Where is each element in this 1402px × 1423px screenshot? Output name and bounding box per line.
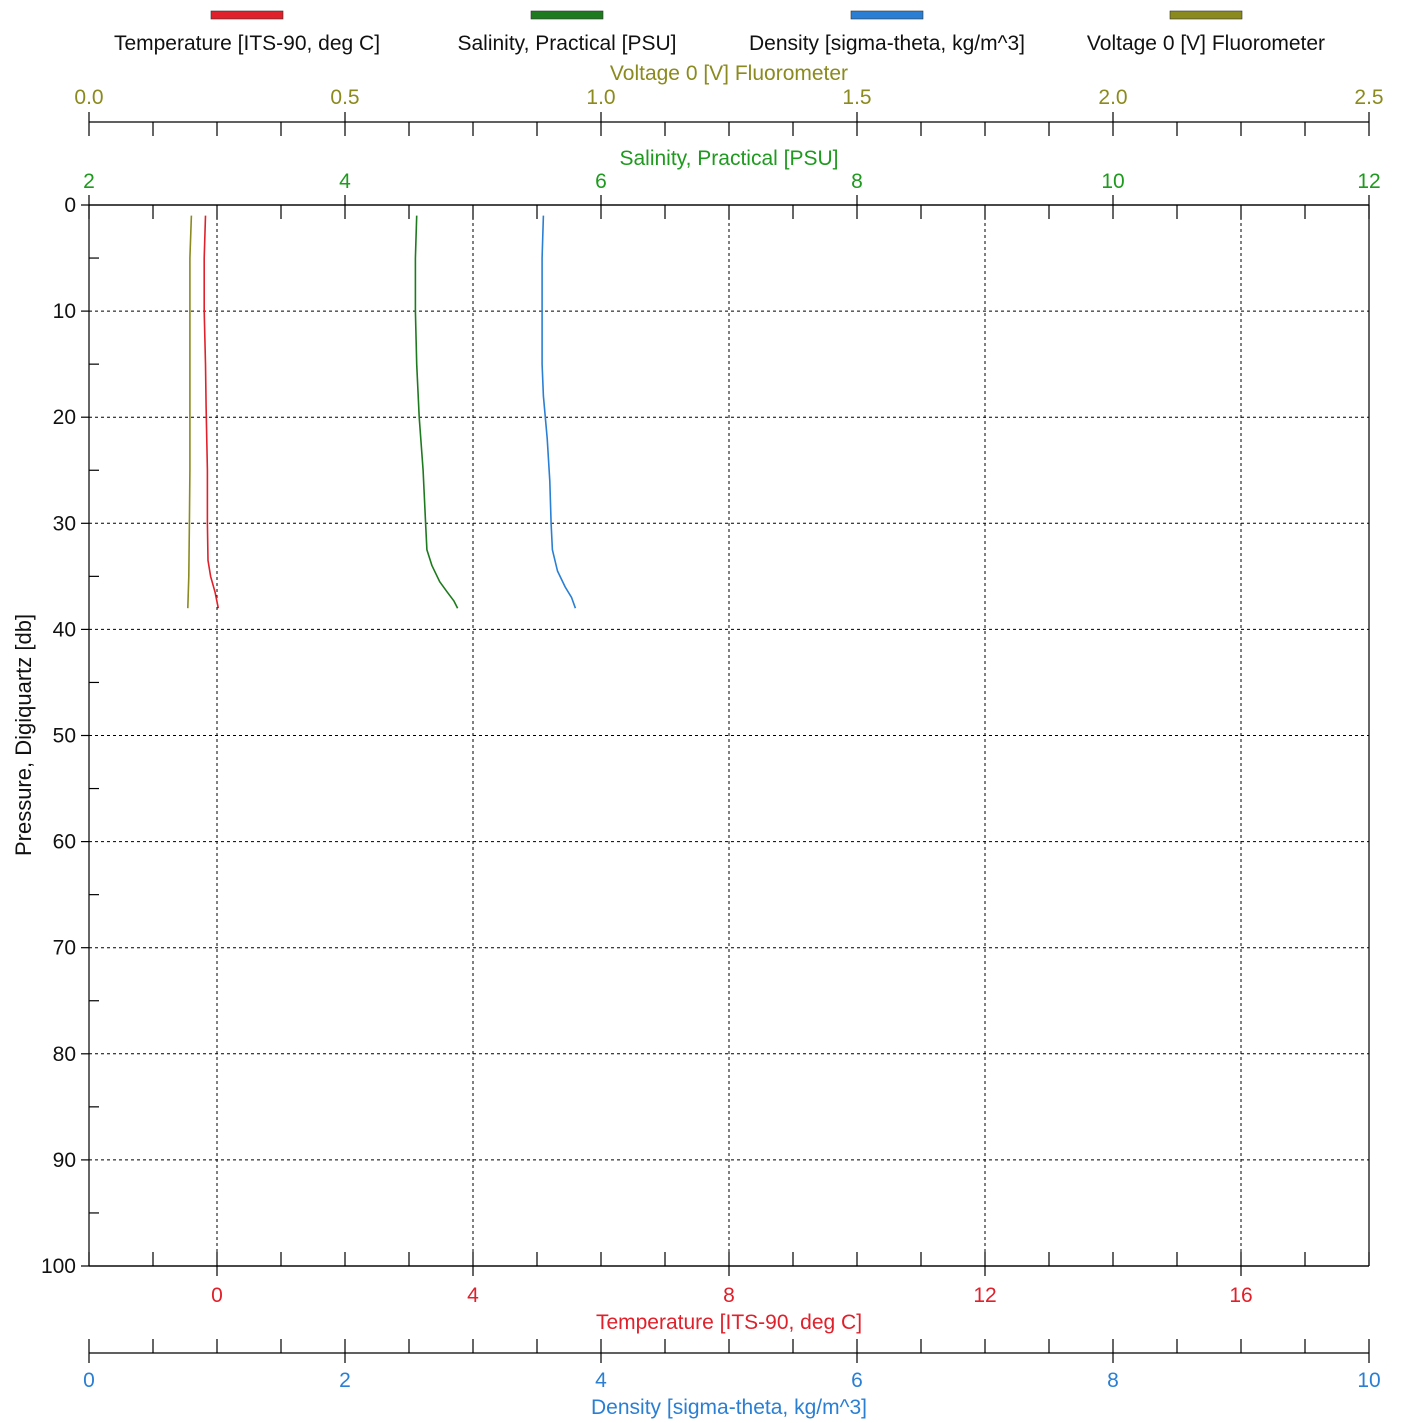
y-tick-label: 10	[53, 300, 76, 323]
y-tick-label: 100	[41, 1255, 76, 1278]
x-tick-label-fluor: 2.0	[1098, 86, 1127, 109]
series-line-fluor	[188, 216, 192, 609]
y-tick-label: 50	[53, 725, 76, 748]
series-line-sal	[415, 216, 457, 609]
x-tick-label-temp: 16	[1229, 1284, 1252, 1307]
legend-label: Density [sigma-theta, kg/m^3]	[749, 32, 1025, 55]
x-tick-label-dens: 6	[851, 1369, 863, 1392]
x-tick-label-dens: 8	[1107, 1369, 1119, 1392]
x-tick-label-sal: 10	[1101, 170, 1124, 193]
legend-swatch	[531, 11, 603, 19]
y-axis-label: Pressure, Digiquartz [db]	[11, 614, 36, 856]
x-tick-label-dens: 0	[83, 1369, 95, 1392]
legend-label: Voltage 0 [V] Fluorometer	[1087, 32, 1325, 55]
x-tick-label-fluor: 1.5	[842, 86, 871, 109]
legend-label: Temperature [ITS-90, deg C]	[114, 32, 380, 55]
x-tick-label-temp: 4	[467, 1284, 479, 1307]
y-tick-label: 80	[53, 1043, 76, 1066]
legend-swatch	[1170, 11, 1242, 19]
y-tick-label: 90	[53, 1149, 76, 1172]
series-line-dens	[542, 216, 575, 609]
series-line-temp	[204, 216, 218, 609]
x-tick-label-temp: 0	[211, 1284, 223, 1307]
x-tick-label-sal: 2	[83, 170, 95, 193]
grid	[89, 205, 1369, 1266]
x-tick-label-temp: 8	[723, 1284, 735, 1307]
x-tick-label-fluor: 0.0	[74, 86, 103, 109]
y-tick-label: 40	[53, 618, 76, 641]
legend-swatch	[211, 11, 283, 19]
x-tick-label-dens: 4	[595, 1369, 607, 1392]
x-tick-label-dens: 10	[1357, 1369, 1380, 1392]
x-tick-label-sal: 8	[851, 170, 863, 193]
y-tick-label: 0	[64, 194, 76, 217]
x-tick-label-fluor: 1.0	[586, 86, 615, 109]
x-tick-label-fluor: 2.5	[1354, 86, 1383, 109]
x-tick-label-sal: 6	[595, 170, 607, 193]
x-axis-title-dens: Density [sigma-theta, kg/m^3]	[591, 1396, 867, 1419]
legend-label: Salinity, Practical [PSU]	[457, 32, 676, 55]
x-axis-title-sal: Salinity, Practical [PSU]	[619, 147, 838, 170]
x-tick-label-fluor: 0.5	[330, 86, 359, 109]
x-tick-label-sal: 12	[1357, 170, 1380, 193]
y-tick-label: 30	[53, 512, 76, 535]
y-tick-label: 20	[53, 406, 76, 429]
x-axis-title-temp: Temperature [ITS-90, deg C]	[596, 1311, 862, 1334]
x-tick-label-dens: 2	[339, 1369, 351, 1392]
x-tick-label-temp: 12	[973, 1284, 996, 1307]
y-tick-label: 60	[53, 831, 76, 854]
x-tick-label-sal: 4	[339, 170, 351, 193]
y-tick-label: 70	[53, 937, 76, 960]
legend-swatch	[851, 11, 923, 19]
x-axis-title-fluor: Voltage 0 [V] Fluorometer	[610, 62, 848, 85]
